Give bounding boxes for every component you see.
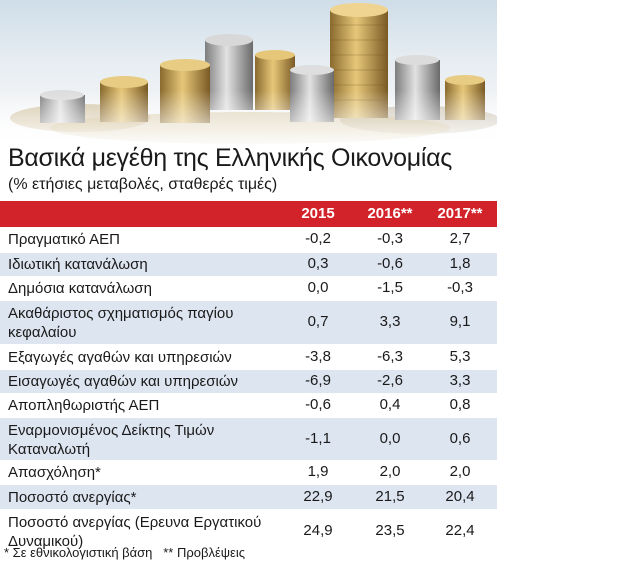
cell-2015: -3,8 (305, 348, 331, 365)
cell-2015: 24,9 (303, 522, 333, 539)
footnote: * Σε εθνικολογιστική βάση ** Προβλέψεις (4, 545, 245, 560)
table-row: Εισαγωγές αγαθών και υπηρεσιών -6,9 -2,6… (0, 370, 497, 394)
cell-2017: 0,8 (449, 396, 471, 413)
cell-2015: -1,1 (305, 430, 331, 447)
header-2016: 2016** (367, 205, 413, 222)
table-row: Ακαθάριστος σχηματισμός παγίου κεφαλαίου… (0, 301, 497, 345)
table-row: Δημόσια κατανάλωση 0,0 -1,5 -0,3 (0, 277, 497, 301)
row-label: Δημόσια κατανάλωση (8, 280, 152, 297)
table-row: Ποσοστό ανεργίας (Ερευνα Εργατικού Δυναμ… (0, 510, 497, 553)
cell-2015: 1,9 (307, 463, 329, 480)
page-subtitle: (% ετήσιες μεταβολές, σταθερές τιμές) (8, 176, 278, 193)
cell-2015: -0,2 (305, 230, 331, 247)
cell-2017: 20,4 (445, 488, 475, 505)
row-label: Αποπληθωριστής ΑΕΠ (8, 397, 160, 414)
cell-2016: 0,0 (379, 430, 401, 447)
cell-2016: 3,3 (379, 313, 401, 330)
cell-2017: 3,3 (449, 372, 471, 389)
row-label: Ακαθάριστος σχηματισμός παγίου κεφαλαίου (8, 305, 234, 341)
cell-2017: 0,6 (449, 430, 471, 447)
cell-2017: 9,1 (449, 313, 471, 330)
coin-stacks-image (0, 0, 497, 150)
cell-2015: 0,0 (307, 279, 329, 296)
cell-2016: 23,5 (375, 522, 405, 539)
table-row: Ιδιωτική κατανάλωση 0,3 -0,6 1,8 (0, 253, 497, 277)
page-title: Βασικά μεγέθη της Ελληνικής Οικονομίας (8, 144, 453, 172)
cell-2015: 22,9 (303, 488, 333, 505)
row-label: Εισαγωγές αγαθών και υπηρεσιών (8, 373, 239, 390)
header-2015: 2015 (301, 205, 335, 222)
table-row: Αποπληθωριστής ΑΕΠ -0,6 0,4 0,8 (0, 394, 497, 418)
cell-2015: -6,9 (305, 372, 331, 389)
economic-indicators-table: 2015 2016** 2017** Πραγματικό ΑΕΠ -0,2 -… (0, 201, 497, 553)
cell-2017: 2,0 (449, 463, 471, 480)
cell-2016: -1,5 (377, 279, 403, 296)
cell-2015: -0,6 (305, 396, 331, 413)
row-label: Ποσοστό ανεργίας (Ερευνα Εργατικού Δυναμ… (8, 514, 262, 550)
table-row: Εξαγωγές αγαθών και υπηρεσιών -3,8 -6,3 … (0, 345, 497, 370)
table-row: Εναρμονισμένος Δείκτης Τιμών Καταναλωτή … (0, 418, 497, 461)
cell-2017: -0,3 (447, 279, 473, 296)
cell-2016: -6,3 (377, 348, 403, 365)
cell-2016: 21,5 (375, 488, 405, 505)
header-2017: 2017** (437, 205, 483, 222)
row-label: Απασχόληση* (8, 464, 101, 481)
row-label: Εναρμονισμένος Δείκτης Τιμών Καταναλωτή (8, 422, 215, 458)
cell-2017: 2,7 (449, 230, 471, 247)
row-label: Ιδιωτική κατανάλωση (8, 256, 148, 273)
cell-2016: -0,6 (377, 255, 403, 272)
table-row: Πραγματικό ΑΕΠ -0,2 -0,3 2,7 (0, 227, 497, 253)
cell-2015: 0,7 (307, 313, 329, 330)
cell-2016: 0,4 (379, 396, 401, 413)
cell-2016: -0,3 (377, 230, 403, 247)
cell-2016: 2,0 (379, 463, 401, 480)
table-header: 2015 2016** 2017** (0, 201, 497, 227)
table-row: Ποσοστό ανεργίας* 22,9 21,5 20,4 (0, 485, 497, 510)
cell-2017: 1,8 (449, 255, 471, 272)
cell-2016: -2,6 (377, 372, 403, 389)
coins-photo (0, 0, 497, 150)
table-row: Απασχόληση* 1,9 2,0 2,0 (0, 461, 497, 485)
row-label: Ποσοστό ανεργίας* (8, 489, 137, 506)
cell-2015: 0,3 (307, 255, 329, 272)
cell-2017: 5,3 (449, 348, 471, 365)
cell-2017: 22,4 (445, 522, 475, 539)
row-label: Εξαγωγές αγαθών και υπηρεσιών (8, 349, 232, 366)
row-label: Πραγματικό ΑΕΠ (8, 231, 120, 248)
